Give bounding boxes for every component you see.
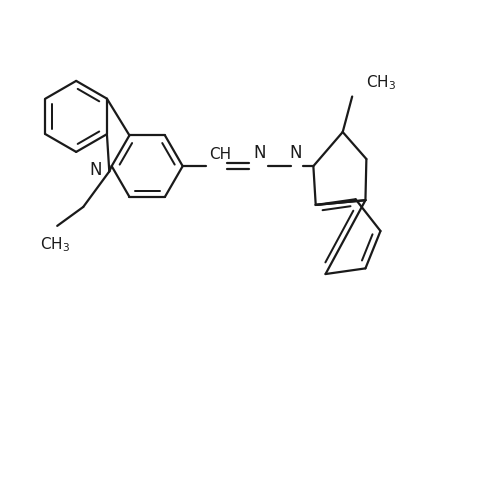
- Text: CH$_3$: CH$_3$: [40, 235, 70, 254]
- Text: N: N: [90, 161, 103, 180]
- Text: CH: CH: [209, 148, 231, 162]
- Text: CH$_3$: CH$_3$: [366, 73, 397, 92]
- Text: N: N: [289, 144, 302, 162]
- Text: N: N: [253, 144, 266, 162]
